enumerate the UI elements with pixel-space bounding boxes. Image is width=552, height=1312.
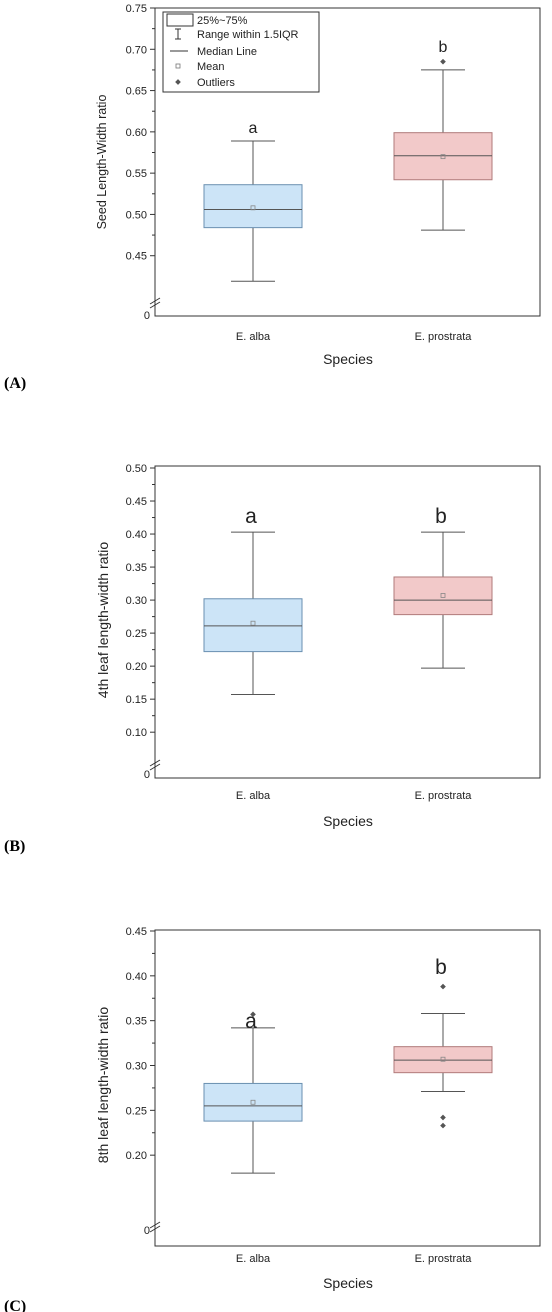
y-tick-label: 0.25 [126, 628, 147, 640]
legend: 25%~75% Range within 1.5IQR Median Line … [162, 11, 320, 93]
plot-area [203, 58, 493, 282]
axis-break-mark [149, 297, 161, 309]
x-axis-title: Species [323, 1275, 373, 1291]
y-tick-label: 0.45 [126, 496, 147, 508]
axis-break-mark [149, 759, 161, 771]
mean-marker [250, 1099, 256, 1105]
y-axis-ticks: 0.20 0.25 0.30 0.35 0.40 0.45 [126, 926, 155, 1162]
y-tick-label-zero: 0 [144, 1225, 150, 1237]
group-letter-prostrata: b [435, 505, 447, 528]
outlier-point [250, 1011, 256, 1018]
x-tick-label-prostrata: E. prostrata [415, 1253, 473, 1265]
y-tick-label: 0.25 [126, 1105, 147, 1117]
panel-b: 0.10 0.15 0.20 0.25 0.30 0.35 0.40 0.45 0.50 0 E… [4, 463, 541, 855]
y-tick-label: 0.70 [126, 44, 147, 56]
y-tick-label: 0.55 [126, 168, 147, 180]
y-tick-label: 0.50 [126, 463, 147, 475]
plot-area [203, 531, 493, 696]
y-tick-label: 0.20 [126, 661, 147, 673]
legend-label-mean: Mean [197, 61, 225, 73]
y-tick-label: 0.65 [126, 86, 147, 98]
outlier-point [440, 1122, 446, 1129]
y-tick-label: 0.50 [126, 209, 147, 221]
group-letter-prostrata: b [439, 39, 448, 56]
y-tick-label: 0.20 [126, 1150, 147, 1162]
y-tick-label: 0.60 [126, 127, 147, 139]
legend-label-box: 25%~75% [197, 15, 248, 27]
panel-label-b: (B) [4, 838, 25, 855]
outlier-point [440, 1114, 446, 1121]
legend-outlier-swatch [175, 79, 181, 85]
y-tick-label-zero: 0 [144, 310, 150, 322]
outlier-point [440, 58, 446, 65]
legend-whisker-swatch [175, 28, 181, 40]
plot-area [203, 983, 493, 1174]
legend-mean-swatch [175, 63, 181, 69]
legend-label-outliers: Outliers [197, 77, 235, 89]
mean-marker [440, 593, 446, 598]
panel-label-a: (A) [4, 375, 26, 392]
x-tick-label-alba: E. alba [236, 1253, 271, 1265]
mean-marker [250, 620, 256, 626]
x-tick-label-prostrata: E. prostrata [415, 790, 473, 802]
panel-a: 0.45 0.50 0.55 0.60 0.65 0.70 0.75 0 E. alba E… [4, 3, 541, 392]
panel-label-c: (C) [4, 1298, 26, 1312]
y-tick-label: 0.35 [126, 1016, 147, 1028]
group-letter-alba: a [249, 120, 258, 137]
y-tick-label: 0.30 [126, 595, 147, 607]
y-axis-title: 4th leaf length-width ratio [95, 542, 111, 699]
x-tick-label-prostrata: E. prostrata [415, 331, 473, 343]
box-alba [203, 1082, 303, 1122]
mean-marker [440, 1056, 446, 1062]
y-tick-label-zero: 0 [144, 769, 150, 781]
y-tick-label: 0.45 [126, 251, 147, 263]
x-axis-title: Species [323, 813, 373, 829]
y-tick-label: 0.75 [126, 3, 147, 15]
plot-frame [154, 7, 541, 317]
plot-frame [154, 465, 541, 779]
y-axis-ticks: 0.45 0.50 0.55 0.60 0.65 0.70 0.75 [126, 3, 155, 263]
y-tick-label: 0.15 [126, 694, 147, 706]
group-letter-alba: a [245, 505, 257, 528]
y-axis-ticks: 0.10 0.15 0.20 0.25 0.30 0.35 0.40 0.45 0.50 [126, 463, 155, 739]
y-tick-label: 0.40 [126, 971, 147, 983]
y-axis-title: 8th leaf length-width ratio [95, 1007, 111, 1164]
y-tick-label: 0.30 [126, 1061, 147, 1073]
y-tick-label: 0.40 [126, 529, 147, 541]
x-tick-label-alba: E. alba [236, 790, 271, 802]
y-tick-label: 0.45 [126, 926, 147, 938]
y-tick-label: 0.35 [126, 562, 147, 574]
box-prostrata [393, 576, 493, 616]
legend-box-swatch [166, 13, 194, 27]
panel-c: 0.20 0.25 0.30 0.35 0.40 0.45 0 E. alba E. pr… [4, 926, 541, 1312]
mean-marker [440, 154, 446, 160]
group-letter-alba: a [245, 1010, 257, 1033]
y-axis-title: Seed Length-Width ratio [95, 95, 109, 230]
legend-label-range: Range within 1.5IQR [197, 29, 299, 41]
group-letter-prostrata: b [435, 956, 447, 979]
outlier-point [440, 983, 446, 990]
axis-break-mark [149, 1221, 161, 1233]
legend-label-median: Median Line [197, 46, 257, 58]
x-axis-title: Species [323, 351, 373, 367]
mean-marker [250, 205, 256, 211]
x-tick-label-alba: E. alba [236, 331, 271, 343]
y-tick-label: 0.10 [126, 727, 147, 739]
